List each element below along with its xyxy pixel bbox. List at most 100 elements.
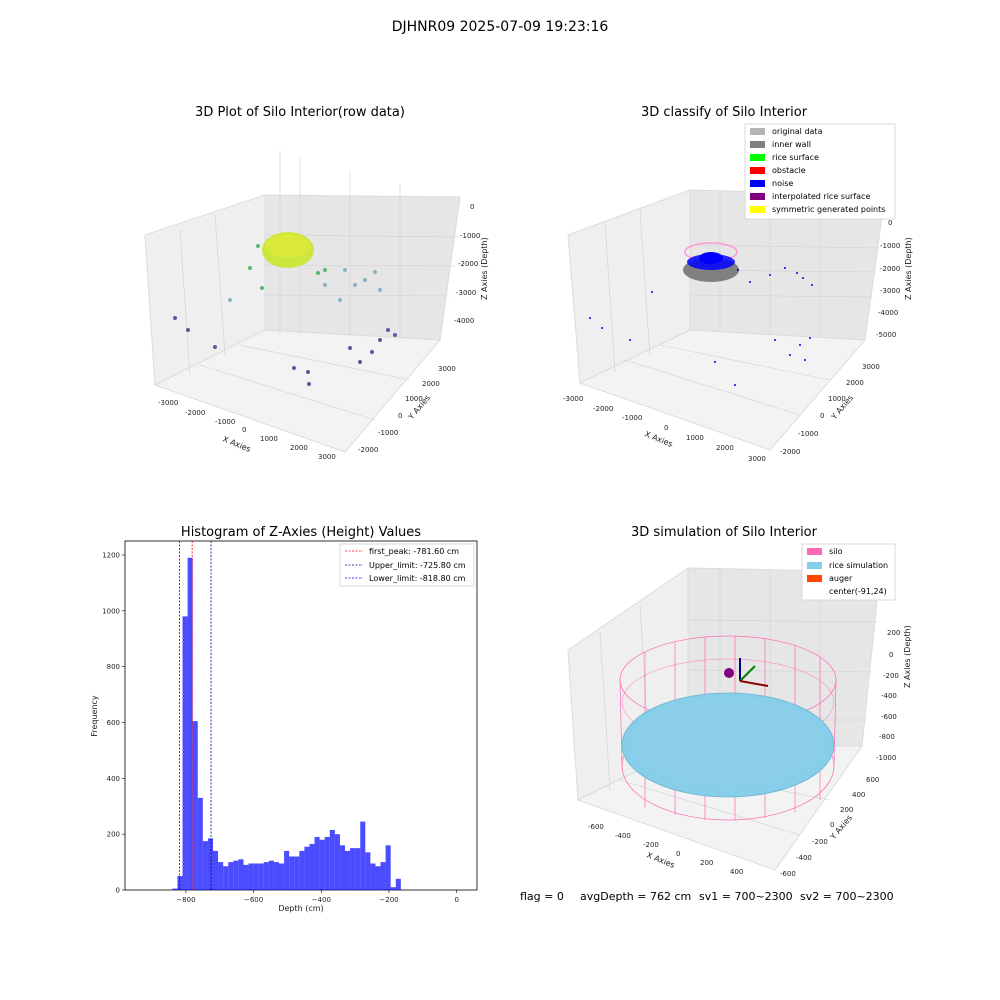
legend-label: Lower_limit: -818.80 cm — [369, 574, 466, 583]
z-tick: -400 — [881, 692, 897, 700]
histogram-bar — [273, 862, 279, 890]
legend-label: Upper_limit: -725.80 cm — [369, 561, 466, 570]
x-tick: 0 — [454, 896, 458, 904]
legend-label: original data — [772, 127, 823, 136]
histogram-bar — [319, 839, 325, 890]
legend-swatch — [750, 206, 765, 213]
z-tick: 0 — [889, 651, 893, 659]
z-tick-labels: 200 0 -200 -400 -600 -800 -1000 — [876, 629, 900, 762]
auger-marker — [724, 658, 769, 687]
z-tick: -2000 — [458, 260, 478, 268]
histogram-legend: first_peak: -781.60 cm Upper_limit: -725… — [339, 543, 475, 587]
z-tick: -5000 — [876, 331, 896, 339]
histogram-bar — [294, 856, 300, 890]
panel-raw-3d: 3D Plot of Silo Interior(row data) — [144, 105, 489, 461]
histogram-bar — [360, 821, 366, 890]
x-tick: 2000 — [716, 444, 734, 452]
legend-swatch — [750, 128, 765, 135]
legend-entry: rice simulation — [807, 561, 888, 570]
x-tick: 3000 — [748, 455, 766, 463]
legend-label: noise — [772, 179, 793, 188]
panel-simulation-3d: 3D simulation of Silo Interior — [567, 525, 912, 878]
z-tick: -3000 — [880, 287, 900, 295]
histogram-bar — [182, 616, 188, 890]
z-tick: -1000 — [876, 754, 896, 762]
z-tick: -800 — [879, 733, 895, 741]
x-tick: −200 — [379, 896, 398, 904]
x-tick: 3000 — [318, 453, 336, 461]
x-tick: 200 — [700, 859, 713, 867]
z-tick: 0 — [888, 219, 892, 227]
legend-swatch — [750, 180, 765, 187]
z-tick: 0 — [470, 203, 474, 211]
y-tick: 1000 — [102, 607, 120, 615]
x-tick-labels: −800 −600 −400 −200 0 — [176, 890, 459, 904]
legend-entry: Lower_limit: -818.80 cm — [345, 574, 466, 583]
classified-point-cloud — [589, 242, 822, 386]
z-tick-labels: 0 -1000 -2000 -3000 -4000 — [454, 203, 480, 325]
x-tick: −400 — [312, 896, 331, 904]
histogram-bar — [385, 845, 391, 890]
histogram-bar — [345, 850, 351, 890]
legend-label: first_peak: -781.60 cm — [369, 547, 459, 556]
histogram-bar — [177, 876, 183, 890]
histogram-bar — [233, 860, 239, 890]
histogram-bar — [253, 863, 259, 890]
x-tick: −600 — [244, 896, 263, 904]
legend-entry: symmetric generated points — [750, 205, 885, 214]
histogram-bar — [324, 836, 330, 890]
x-tick: -2000 — [185, 409, 205, 417]
legend-entry: silo — [807, 547, 843, 556]
histogram-bar — [289, 856, 295, 890]
legend-label: auger — [829, 574, 853, 583]
legend-swatch — [750, 154, 765, 161]
histogram-bar — [213, 850, 219, 890]
legend-label: symmetric generated points — [772, 205, 885, 214]
legend-entry: rice surface — [750, 153, 819, 162]
y-tick: -600 — [780, 870, 796, 878]
y-tick: 400 — [852, 791, 865, 799]
histogram-bar — [355, 848, 361, 890]
histogram-bar — [284, 850, 290, 890]
x-tick: −800 — [176, 896, 195, 904]
legend-label: inner wall — [772, 140, 811, 149]
avg-depth-text: avgDepth = 762 cm — [580, 890, 691, 903]
y-tick: -1000 — [798, 430, 818, 438]
histogram-bar — [314, 836, 320, 890]
z-axis-label: Z Axies (Depth) — [480, 237, 489, 300]
x-tick: -600 — [588, 823, 604, 831]
legend-swatch — [750, 167, 765, 174]
histogram-bar — [380, 862, 386, 890]
threshold-lines — [179, 541, 212, 890]
histogram-bar — [228, 862, 234, 890]
y-tick: -1000 — [378, 429, 398, 437]
legend-label: center(-91,24) — [829, 587, 887, 596]
y-tick: 200 — [840, 806, 853, 814]
y-tick: 2000 — [422, 380, 440, 388]
y-tick: 3000 — [438, 365, 456, 373]
legend-entry: noise — [750, 179, 793, 188]
plot-frame — [124, 540, 478, 891]
raw-point-cloud — [173, 232, 397, 386]
y-tick: 1000 — [828, 395, 846, 403]
x-axis-label: Depth (cm) — [278, 904, 323, 913]
legend-swatch — [807, 575, 822, 582]
y-tick-labels: -2000 -1000 0 1000 2000 3000 — [780, 363, 880, 456]
y-tick: 1000 — [405, 395, 423, 403]
y-tick: 0 — [398, 412, 402, 420]
z-tick: -3000 — [456, 289, 476, 297]
x-tick-labels: -3000 -2000 -1000 0 1000 2000 3000 — [563, 395, 766, 463]
y-tick: -2000 — [780, 448, 800, 456]
flag-text: flag = 0 — [520, 890, 564, 903]
z-tick: 200 — [887, 629, 900, 637]
panel-classify-3d: 3D classify of Silo Interior — [563, 105, 913, 463]
legend-entry: inner wall — [750, 140, 811, 149]
panel-title: Histogram of Z-Axies (Height) Values — [181, 525, 421, 540]
y-tick: -2000 — [358, 446, 378, 454]
histogram-bar — [223, 866, 229, 890]
histogram-bar — [238, 859, 244, 890]
y-tick: 0 — [116, 887, 120, 895]
simulation-legend: silo rice simulation auger center(-91,24… — [801, 543, 896, 601]
histogram-bar — [187, 557, 193, 890]
